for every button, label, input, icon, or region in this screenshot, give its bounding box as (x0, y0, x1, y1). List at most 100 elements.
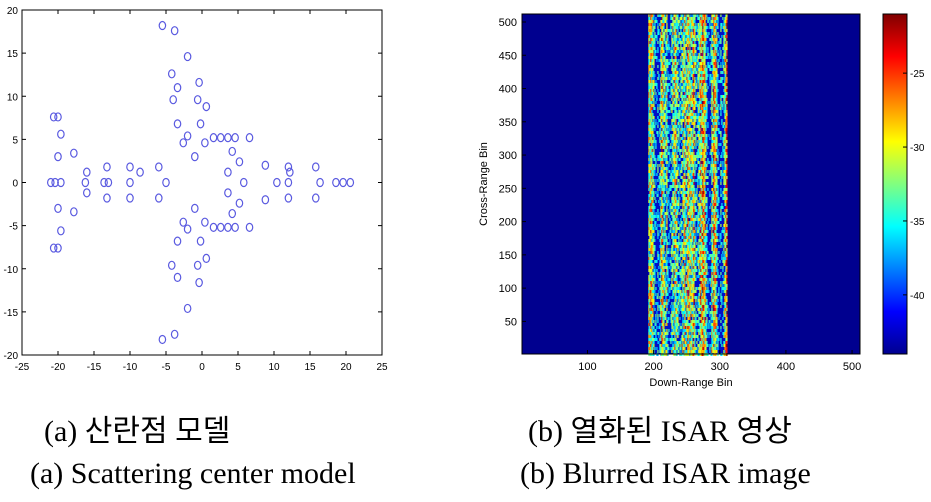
heatmap-cell (704, 35, 706, 38)
heatmap-cell (685, 44, 687, 47)
heatmap-cell (669, 266, 671, 269)
heatmap-cell (702, 137, 704, 140)
heatmap-cell (669, 224, 671, 227)
heatmap-cell (701, 242, 703, 245)
heatmap-cell (688, 149, 690, 152)
heatmap-cell (662, 62, 664, 65)
heatmap-cell (694, 47, 696, 50)
heatmap-cell (660, 224, 662, 227)
heatmap-cell (676, 329, 678, 332)
heatmap-cell (683, 254, 685, 257)
heatmap-cell (673, 74, 675, 77)
heatmap-cell (669, 47, 671, 50)
heatmap-cell (651, 290, 653, 293)
heatmap-cell (702, 272, 704, 275)
scatter-point (155, 193, 163, 203)
heatmap-cell (691, 332, 693, 335)
heatmap-cell (675, 236, 677, 239)
heatmap-cell (688, 251, 690, 254)
heatmap-cell (663, 95, 665, 98)
heatmap-cell (696, 341, 698, 344)
heatmap-cell (667, 266, 669, 269)
heatmap-cell (667, 89, 669, 92)
heatmap-cell (672, 65, 674, 68)
heatmap-cell (650, 197, 652, 200)
heatmap-cell (662, 266, 664, 269)
heatmap-cell (699, 125, 701, 128)
heatmap-cell (661, 221, 663, 224)
heatmap-cell (683, 131, 685, 134)
scatter-point (167, 260, 176, 270)
heatmap-cell (684, 218, 686, 221)
heatmap-cell (648, 47, 650, 50)
heatmap-cell (662, 293, 664, 296)
heatmap-cell (698, 74, 700, 77)
heatmap-cell (677, 254, 679, 257)
heatmap-cell (667, 161, 669, 164)
heatmap-cell (691, 203, 693, 206)
heatmap-cell (659, 98, 661, 101)
heatmap-cell (687, 41, 689, 44)
heatmap-cell (681, 14, 683, 17)
heatmap-cell (688, 266, 690, 269)
heatmap-cell (689, 332, 691, 335)
heatmap-cell (691, 17, 693, 20)
heatmap-cell (663, 227, 665, 230)
heatmap-cell (702, 305, 704, 308)
heatmap-cell (683, 179, 685, 182)
heatmap-cell (690, 290, 692, 293)
heatmap-cell (697, 56, 699, 59)
heatmap-cell (649, 86, 651, 89)
heatmap-cell (693, 20, 695, 23)
heatmap-cell (692, 260, 694, 263)
heatmap-cell (661, 188, 663, 191)
heatmap-cell (690, 311, 692, 314)
heatmap-cell (696, 335, 698, 338)
heatmap-cell (682, 335, 684, 338)
heatmap-cell (659, 296, 661, 299)
scatter-y-tick-label: 10 (7, 92, 19, 103)
heatmap-cell (652, 233, 654, 236)
heatmap-cell (689, 305, 691, 308)
heatmap-cell (692, 170, 694, 173)
heatmap-cell (650, 56, 652, 59)
heatmap-cell (704, 350, 706, 353)
heatmap-cell (675, 239, 677, 242)
heatmap-cell (663, 233, 665, 236)
heatmap-cell (701, 77, 703, 80)
heatmap-cell (703, 311, 705, 314)
heatmap-cell (697, 302, 699, 305)
heatmap-cell (691, 50, 693, 53)
heatmap-cell (678, 233, 680, 236)
heatmap-cell (654, 290, 656, 293)
heatmap-cell (671, 329, 673, 332)
heatmap-cell (661, 323, 663, 326)
heatmap-cell (700, 89, 702, 92)
heatmap-cell (680, 329, 682, 332)
heatmap-cell (688, 116, 690, 119)
heatmap-cell (665, 344, 667, 347)
heatmap-cell (693, 161, 695, 164)
heatmap-cell (693, 122, 695, 125)
heatmap-cell (678, 350, 680, 353)
heatmap-cell (674, 77, 676, 80)
heatmap-cell (648, 302, 650, 305)
heatmap-cell (683, 65, 685, 68)
heatmap-cell (654, 338, 656, 341)
heatmap-cell (693, 113, 695, 116)
heatmap-cell (653, 83, 655, 86)
heatmap-cell (671, 86, 673, 89)
heatmap-cell (648, 20, 650, 23)
heatmap-cell (665, 233, 667, 236)
heatmap-cell (698, 104, 700, 107)
heatmap-cell (652, 194, 654, 197)
heatmap-cell (689, 41, 691, 44)
heatmap-cell (692, 161, 694, 164)
heatmap-cell (692, 326, 694, 329)
heatmap-cell (675, 293, 677, 296)
heatmap-cell (687, 338, 689, 341)
heatmap-cell (673, 101, 675, 104)
heatmap-cell (657, 272, 659, 275)
heatmap-cell (699, 341, 701, 344)
heatmap-cell (679, 119, 681, 122)
